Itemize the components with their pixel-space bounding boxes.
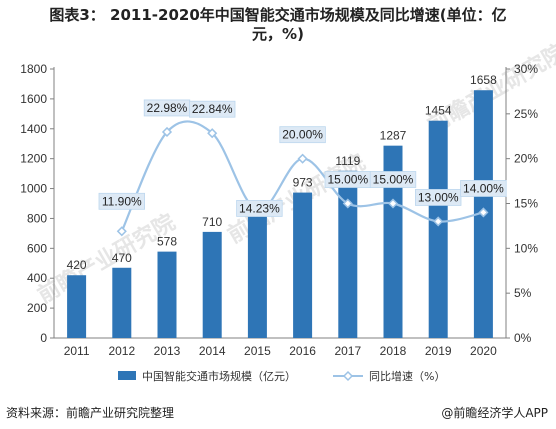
line-point-2012 xyxy=(116,226,127,237)
line-label-box xyxy=(98,192,145,210)
line-label-box xyxy=(188,100,236,118)
bar-value-label: 420 xyxy=(67,258,87,272)
bar-2014 xyxy=(202,231,222,338)
line-value-label: 22.98% xyxy=(147,101,188,115)
line-label-box xyxy=(369,171,417,188)
line-label-box xyxy=(414,189,462,206)
bar-2015 xyxy=(247,216,267,338)
legend-line-marker xyxy=(342,370,354,382)
y-left-tick-label: 1600 xyxy=(20,92,47,106)
y-left-tick-label: 1200 xyxy=(20,152,47,166)
line-label-box xyxy=(460,180,507,197)
bar-2019 xyxy=(428,120,448,338)
chart-title-line-1: 图表3： 2011-2020年中国智能交通市场规模及同比增速(单位：亿 xyxy=(49,6,507,24)
line-label-box xyxy=(279,126,326,144)
axes: 0 200 400 600 800 1000 1200 1400 1600 1800 0% 5% 10%… xyxy=(20,62,538,358)
x-tick-label: 2012 xyxy=(108,344,135,358)
line-value-label: 15.00% xyxy=(373,173,414,187)
line-value-label: 14.23% xyxy=(239,201,280,215)
bar-value-label: 1454 xyxy=(425,104,452,118)
line-point-2020 xyxy=(478,207,489,218)
x-tick-label: 2015 xyxy=(244,344,271,358)
y-left-tick-label: 800 xyxy=(27,211,47,225)
line-value-label: 22.84% xyxy=(192,102,233,116)
line-point-2013 xyxy=(161,126,173,138)
y-left-tick-label: 1400 xyxy=(20,122,47,136)
x-tick-label: 2019 xyxy=(425,344,452,358)
y-right-tick-label: 10% xyxy=(514,241,538,255)
y-right-tick-label: 0% xyxy=(514,331,532,345)
line-point-2018 xyxy=(387,198,399,209)
data-labels: 420470578710811973111912871454165811.90%… xyxy=(67,73,507,272)
line-point-2019 xyxy=(433,216,444,227)
chart-title: 图表3： 2011-2020年中国智能交通市场规模及同比增速(单位：亿 元，%) xyxy=(0,6,556,44)
bar-value-label: 710 xyxy=(202,215,222,229)
y-left-tick-label: 200 xyxy=(27,301,47,315)
y-right-tick-label: 15% xyxy=(514,197,538,211)
source-note: 资料来源：前瞻产业研究院整理 xyxy=(6,406,175,420)
bar-series xyxy=(67,90,493,339)
bar-2012 xyxy=(112,267,132,338)
bar-value-label: 1119 xyxy=(335,154,360,168)
chart-title-line-2: 元，%) xyxy=(252,25,304,43)
x-tick-label: 2016 xyxy=(289,344,316,358)
x-tick-label: 2011 xyxy=(64,344,90,358)
x-tick-label: 2018 xyxy=(380,344,407,358)
y-left-tick-label: 600 xyxy=(27,241,47,255)
bar-value-label: 973 xyxy=(293,176,313,190)
x-tick-label: 2014 xyxy=(199,344,226,358)
x-tick-label: 2013 xyxy=(154,344,181,358)
legend-line-label: 同比增速（%） xyxy=(369,369,445,383)
growth-rate-line xyxy=(120,120,484,232)
line-value-label: 11.90% xyxy=(102,194,142,208)
bar-2018 xyxy=(383,145,403,338)
y-left-tick-label: 1800 xyxy=(20,62,47,76)
y-right-tick-label: 25% xyxy=(514,107,538,121)
bar-value-label: 578 xyxy=(157,235,177,249)
line-point-2017 xyxy=(342,198,353,209)
y-right-tick-label: 20% xyxy=(514,152,538,166)
line-value-label: 15.00% xyxy=(327,173,368,187)
x-tick-label: 2017 xyxy=(334,344,361,358)
line-point-2014 xyxy=(207,128,218,139)
y-right-tick-label: 30% xyxy=(514,62,538,76)
y-left-tick-label: 400 xyxy=(27,271,47,285)
y-right-tick-label: 5% xyxy=(514,286,532,300)
bar-2011 xyxy=(67,275,87,338)
bar-value-label: 1658 xyxy=(470,73,497,87)
legend-bar-label: 中国智能交通市场规模（亿元） xyxy=(142,369,296,383)
line-value-label: 20.00% xyxy=(282,128,323,142)
line-value-label: 14.00% xyxy=(463,181,504,195)
legend-bar-swatch xyxy=(118,371,136,380)
y-left-tick-label: 1000 xyxy=(20,182,47,196)
bar-value-label: 470 xyxy=(112,251,132,265)
y-left-tick-label: 0 xyxy=(40,331,47,345)
bar-2017 xyxy=(338,170,358,338)
bar-2013 xyxy=(157,251,177,338)
credit-note: @前瞻经济学人APP xyxy=(441,406,548,420)
legend: 中国智能交通市场规模（亿元） 同比增速（%） xyxy=(118,369,445,383)
line-value-label: 13.00% xyxy=(418,190,459,204)
x-tick-label: 2020 xyxy=(470,344,497,358)
bar-2016 xyxy=(293,192,313,338)
line-label-box xyxy=(236,200,283,217)
line-point-2016 xyxy=(297,153,308,164)
bar-value-label: 1287 xyxy=(380,129,407,143)
